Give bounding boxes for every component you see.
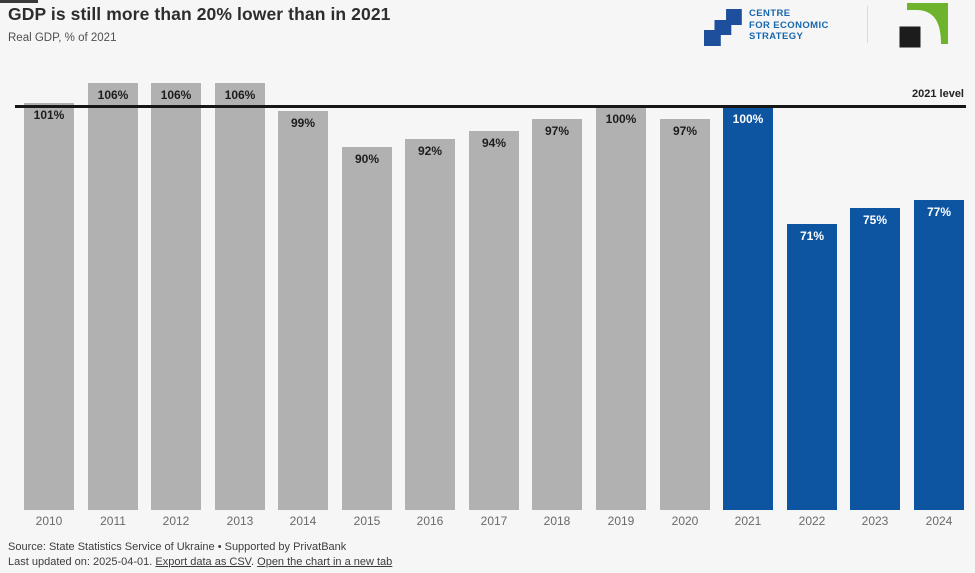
- x-axis-label-2022: 2022: [798, 514, 826, 528]
- chart-subtitle: Real GDP, % of 2021: [8, 32, 117, 44]
- bar-2014[interactable]: 99%: [278, 111, 328, 510]
- x-axis-label-2015: 2015: [353, 514, 381, 528]
- updated-prefix: Last updated on: 2025-04-01.: [8, 555, 153, 568]
- bar-value-label: 106%: [224, 88, 256, 102]
- bar-value-label: 106%: [160, 88, 192, 102]
- bar-2010[interactable]: 101%: [24, 103, 74, 510]
- bar-2019[interactable]: 100%: [596, 107, 646, 510]
- x-axis-label-2021: 2021: [734, 514, 762, 528]
- x-axis-label-2020: 2020: [671, 514, 699, 528]
- x-axis-label-2017: 2017: [480, 514, 508, 528]
- bar-value-label: 77%: [926, 205, 952, 219]
- x-axis-label-2010: 2010: [35, 514, 63, 528]
- logo-divider: [867, 6, 868, 43]
- bar-2021[interactable]: 100%: [723, 107, 773, 510]
- bar-2012[interactable]: 106%: [151, 83, 201, 510]
- x-axis-label-2016: 2016: [416, 514, 444, 528]
- x-axis-label-2019: 2019: [607, 514, 635, 528]
- ces-logo-text: CENTRE FOR ECONOMIC STRATEGY: [749, 8, 829, 43]
- x-axis-label-2013: 2013: [226, 514, 254, 528]
- bar-value-label: 100%: [605, 112, 637, 126]
- ces-logo-line: CENTRE: [749, 8, 791, 19]
- bar-value-label: 71%: [799, 229, 825, 243]
- top-edge-artifact: [0, 0, 38, 3]
- source-line: Source: State Statistics Service of Ukra…: [8, 541, 347, 553]
- baseline-2021-level-label: 2021 level: [912, 88, 964, 100]
- bar-2020[interactable]: 97%: [660, 119, 710, 510]
- bar-value-label: 101%: [33, 108, 65, 122]
- x-axis-label-2018: 2018: [543, 514, 571, 528]
- bar-2022[interactable]: 71%: [787, 224, 837, 510]
- bar-value-label: 97%: [544, 124, 570, 138]
- bar-value-label: 99%: [290, 116, 316, 130]
- x-axis-label-2024: 2024: [925, 514, 953, 528]
- chart-footer: Source: State Statistics Service of Ukra…: [8, 540, 392, 569]
- bar-2015[interactable]: 90%: [342, 147, 392, 510]
- bar-value-label: 90%: [354, 152, 380, 166]
- bar-2018[interactable]: 97%: [532, 119, 582, 510]
- bar-value-label: 97%: [672, 124, 698, 138]
- bar-value-label: 94%: [481, 136, 507, 150]
- bar-value-label: 92%: [417, 144, 443, 158]
- bar-2013[interactable]: 106%: [215, 83, 265, 510]
- x-axis-label-2012: 2012: [162, 514, 190, 528]
- bar-value-label: 106%: [97, 88, 129, 102]
- updated-line: Last updated on: 2025-04-01. Export data…: [8, 555, 392, 570]
- open-new-tab-link[interactable]: Open the chart in a new tab: [257, 555, 393, 568]
- ces-logo-line: STRATEGY: [749, 31, 804, 42]
- bar-2024[interactable]: 77%: [914, 200, 964, 510]
- chart-title: GDP is still more than 20% lower than in…: [8, 4, 391, 24]
- privatbank-logo-icon: [896, 3, 948, 51]
- bar-2016[interactable]: 92%: [405, 139, 455, 510]
- bar-2017[interactable]: 94%: [469, 131, 519, 510]
- x-axis-label-2023: 2023: [861, 514, 889, 528]
- x-axis-label-2011: 2011: [100, 514, 126, 528]
- bar-2011[interactable]: 106%: [88, 83, 138, 510]
- link-separator: .: [251, 555, 255, 568]
- bar-value-label: 75%: [862, 213, 888, 227]
- bar-value-label: 100%: [732, 112, 764, 126]
- ces-stairs-icon: [704, 9, 742, 46]
- export-csv-link[interactable]: Export data as CSV: [155, 555, 252, 568]
- baseline-2021-level-line: [15, 105, 966, 108]
- ces-logo-line: FOR ECONOMIC: [749, 19, 829, 31]
- x-axis-label-2014: 2014: [289, 514, 317, 528]
- bar-2023[interactable]: 75%: [850, 208, 900, 510]
